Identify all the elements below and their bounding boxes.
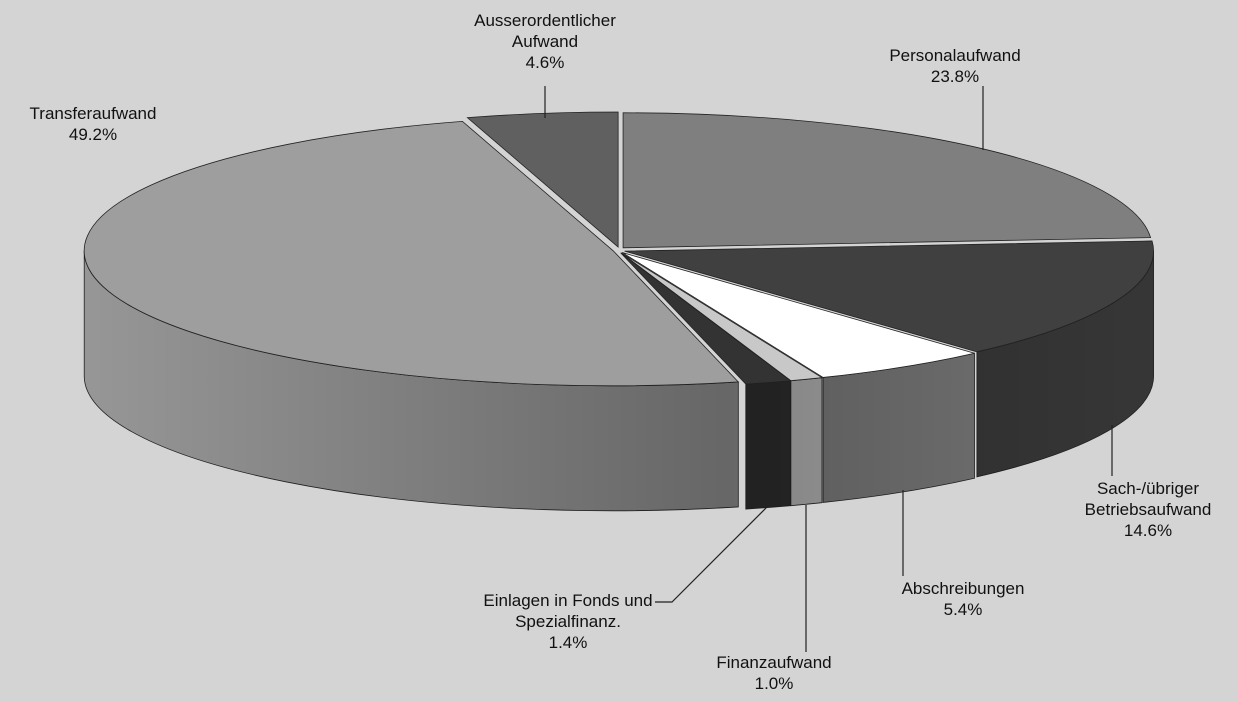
value-label: 5.4% [943, 600, 983, 619]
category-label: Ausserordentlicher Aufwand [474, 11, 616, 51]
value-label: 4.6% [525, 53, 565, 72]
value-label: 23.8% [930, 67, 980, 86]
value-label: 49.2% [68, 125, 118, 144]
slice-side-shade [745, 380, 791, 510]
slice-side-shade [790, 377, 823, 506]
slice-label: Transferaufwand 49.2% [0, 103, 193, 145]
slice-side-shade [823, 353, 975, 503]
category-label: Transferaufwand [29, 104, 157, 123]
slice-label: Sach-/übriger Betriebsaufwand 14.6% [1058, 478, 1237, 541]
slice-label: Abschreibungen 5.4% [853, 578, 1073, 620]
leader-line [655, 506, 768, 603]
slice-top [622, 112, 1152, 249]
value-label: 1.0% [754, 674, 794, 693]
slice-side-shade [84, 250, 739, 511]
slice-top [621, 252, 975, 378]
slice-top [620, 252, 792, 385]
category-label: Personalaufwand [889, 46, 1021, 65]
category-label: Finanzaufwand [716, 653, 832, 672]
slice-top [466, 111, 619, 248]
value-label: 14.6% [1123, 521, 1173, 540]
slice-label: Personalaufwand 23.8% [845, 45, 1065, 87]
category-label: Sach-/übriger Betriebsaufwand [1084, 479, 1212, 519]
slice-top [83, 120, 740, 387]
slice-side-shade [976, 251, 1154, 477]
slice-label: Ausserordentlicher Aufwand 4.6% [470, 10, 620, 73]
slice-top [624, 240, 1154, 353]
category-label: Einlagen in Fonds und Spezialfinanz. [483, 591, 653, 631]
slice-label: Finanzaufwand 1.0% [674, 652, 874, 694]
category-label: Abschreibungen [901, 579, 1025, 598]
value-label: 1.4% [548, 633, 588, 652]
slice-label: Einlagen in Fonds und Spezialfinanz. 1.4% [466, 590, 671, 653]
